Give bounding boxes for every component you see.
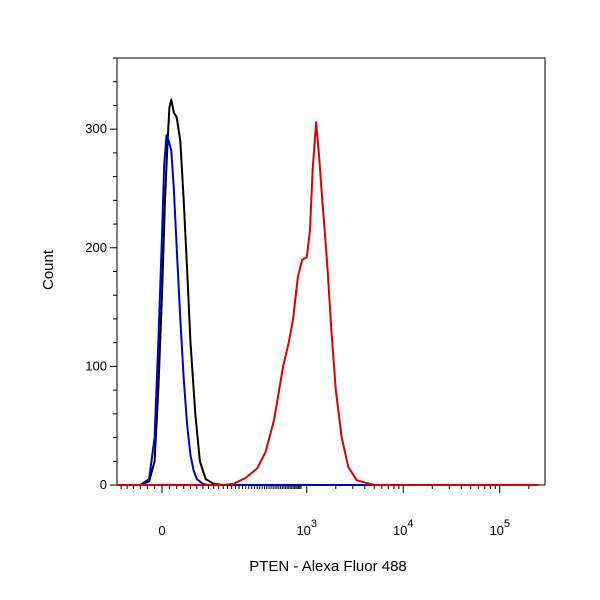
x-axis: 0 103 104 105 xyxy=(120,485,530,538)
x-tick-base: 0 xyxy=(158,523,165,538)
x-axis-title: PTEN - Alexa Fluor 488 xyxy=(249,558,407,575)
x-tick-label: 105 xyxy=(489,518,510,538)
x-tick-base: 10 xyxy=(296,523,310,538)
x-tick-label: 0 xyxy=(158,523,165,538)
plot-frame xyxy=(116,57,546,486)
y-tick-label: 300 xyxy=(85,121,107,136)
x-tick-exponent: 3 xyxy=(311,518,317,530)
series-line-2 xyxy=(117,121,539,486)
y-tick-label: 0 xyxy=(100,477,107,492)
x-tick-exponent: 4 xyxy=(407,518,413,530)
x-tick-base: 10 xyxy=(489,523,503,538)
x-tick-label: 104 xyxy=(393,518,414,538)
x-tick-exponent: 5 xyxy=(504,518,510,530)
y-tick-label: 100 xyxy=(85,358,107,373)
y-axis-title: Count xyxy=(40,249,57,290)
y-axis: 0 100 200 300 xyxy=(85,57,117,492)
x-tick-base: 10 xyxy=(393,523,407,538)
series-line-0 xyxy=(117,98,539,486)
x-tick-label: 103 xyxy=(296,518,317,538)
series-line-1 xyxy=(117,134,539,486)
y-tick-label: 200 xyxy=(85,240,107,255)
plot-lines xyxy=(117,98,539,486)
